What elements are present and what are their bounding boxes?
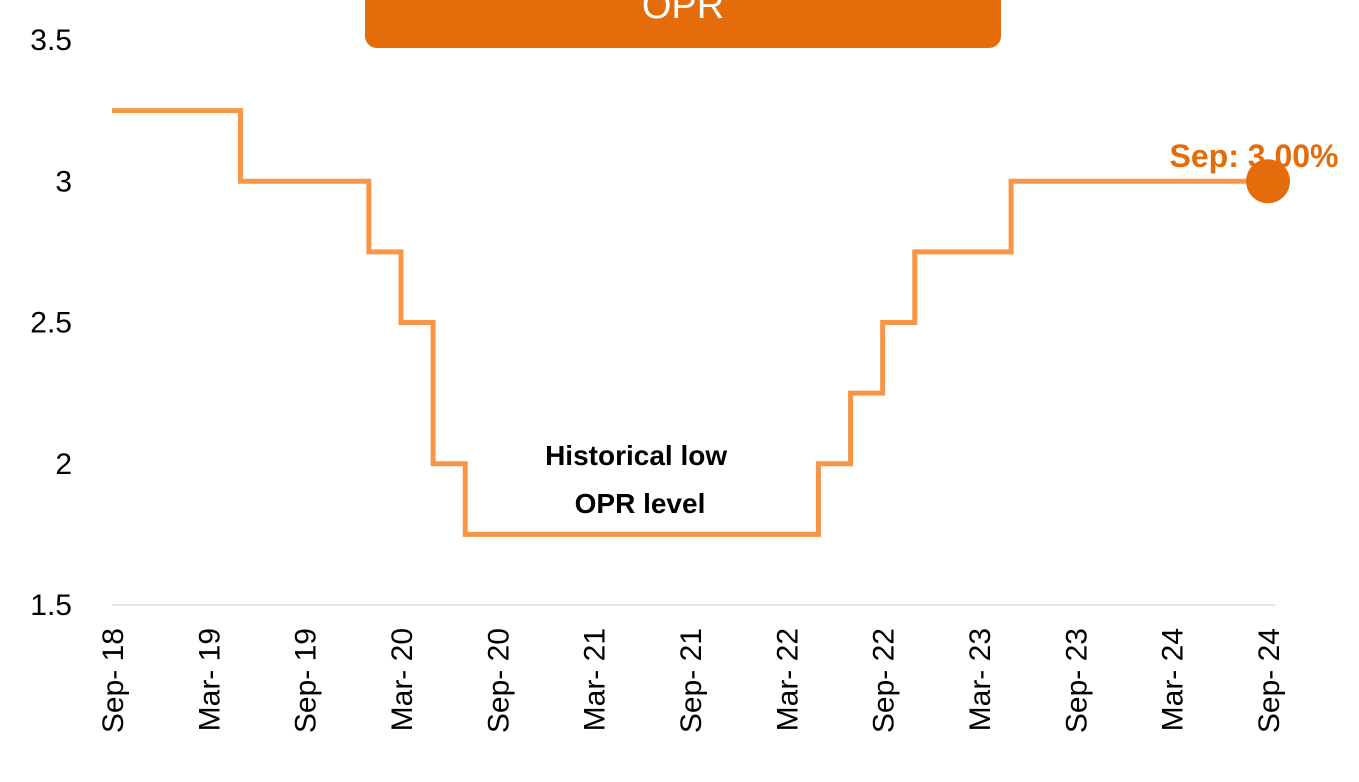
x-tick-label: Sep- 20 bbox=[482, 628, 515, 733]
x-tick-label: Sep- 19 bbox=[290, 628, 323, 733]
x-tick-label: Mar- 20 bbox=[386, 628, 419, 731]
end-point-marker bbox=[1246, 159, 1290, 204]
x-axis-ticks: Sep- 18 Mar- 19 Sep- 19 Mar- 20 Sep- 20 Mar- … bbox=[97, 628, 1286, 733]
chart-title: OPR bbox=[641, 0, 725, 27]
opr-step-line bbox=[112, 108, 1268, 537]
historical-low-annotation: Historical low OPR level bbox=[545, 440, 735, 519]
x-tick-label: Mar- 22 bbox=[771, 628, 804, 731]
x-tick-label: Sep- 21 bbox=[675, 628, 708, 733]
y-tick-label: 2.5 bbox=[30, 307, 72, 340]
y-tick-label: 3.5 bbox=[30, 24, 72, 57]
annotation-line-2: OPR level bbox=[575, 488, 706, 519]
x-tick-label: Sep- 18 bbox=[97, 628, 130, 733]
chart-title-box: OPR bbox=[365, 0, 1001, 48]
x-tick-label: Mar- 21 bbox=[579, 628, 612, 731]
x-tick-label: Mar- 23 bbox=[964, 628, 997, 731]
y-tick-label: 1.5 bbox=[30, 589, 72, 622]
x-tick-label: Mar- 24 bbox=[1157, 628, 1190, 731]
x-tick-label: Sep- 24 bbox=[1253, 628, 1286, 733]
annotation-line-1: Historical low bbox=[545, 440, 727, 471]
end-point-label: Sep: 3.00% bbox=[1170, 138, 1339, 174]
x-tick-label: Mar- 19 bbox=[193, 628, 226, 731]
y-axis-ticks: 1.5 2 2.5 3 3.5 bbox=[30, 24, 72, 622]
x-tick-label: Sep- 22 bbox=[868, 628, 901, 733]
y-tick-label: 3 bbox=[55, 165, 72, 198]
y-tick-label: 2 bbox=[55, 448, 72, 481]
x-tick-label: Sep- 23 bbox=[1060, 628, 1093, 733]
